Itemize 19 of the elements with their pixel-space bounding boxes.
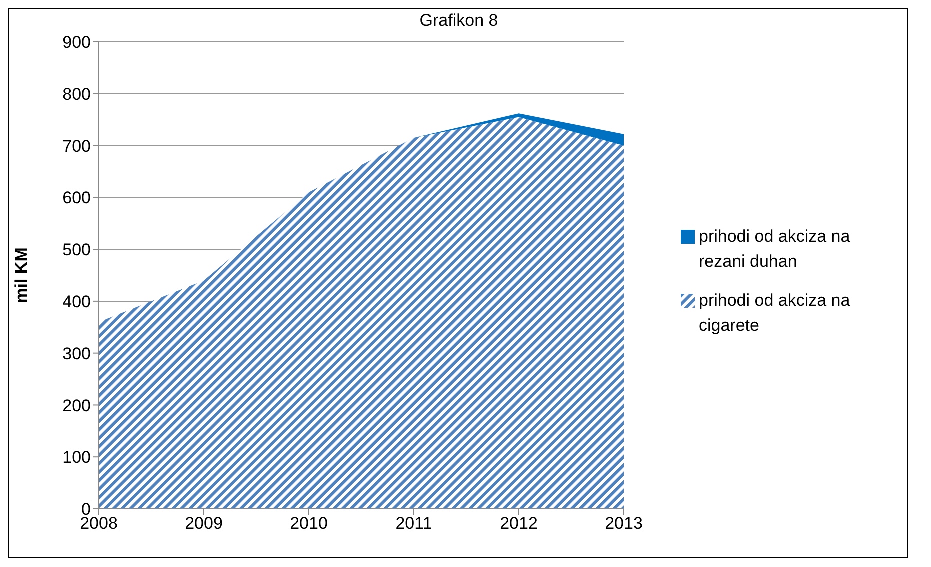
legend-label: prihodi od akciza na rezani duhan: [699, 226, 852, 273]
x-tick-label: 2008: [80, 514, 118, 534]
x-tick-label: 2013: [605, 514, 643, 534]
y-axis-title: mil KM: [12, 248, 32, 304]
y-tick-label: 400: [62, 292, 91, 312]
legend-label: prihodi od akciza na cigarete: [699, 290, 852, 337]
x-tick-label: 2009: [185, 514, 223, 534]
x-tick-label: 2012: [500, 514, 538, 534]
x-tick-label: 2010: [290, 514, 328, 534]
x-tick-label: 2011: [396, 514, 432, 534]
y-tick-label: 200: [62, 396, 91, 416]
chart-title: Grafikon 8: [418, 11, 500, 31]
y-tick-label: 600: [62, 188, 91, 208]
y-tick-label: 500: [62, 240, 91, 260]
y-tick-label: 900: [62, 33, 91, 52]
y-tick-label: 100: [62, 448, 91, 468]
y-tick-label: 700: [62, 136, 91, 156]
y-tick-label: 800: [62, 84, 91, 104]
y-tick-label: 300: [62, 344, 91, 364]
